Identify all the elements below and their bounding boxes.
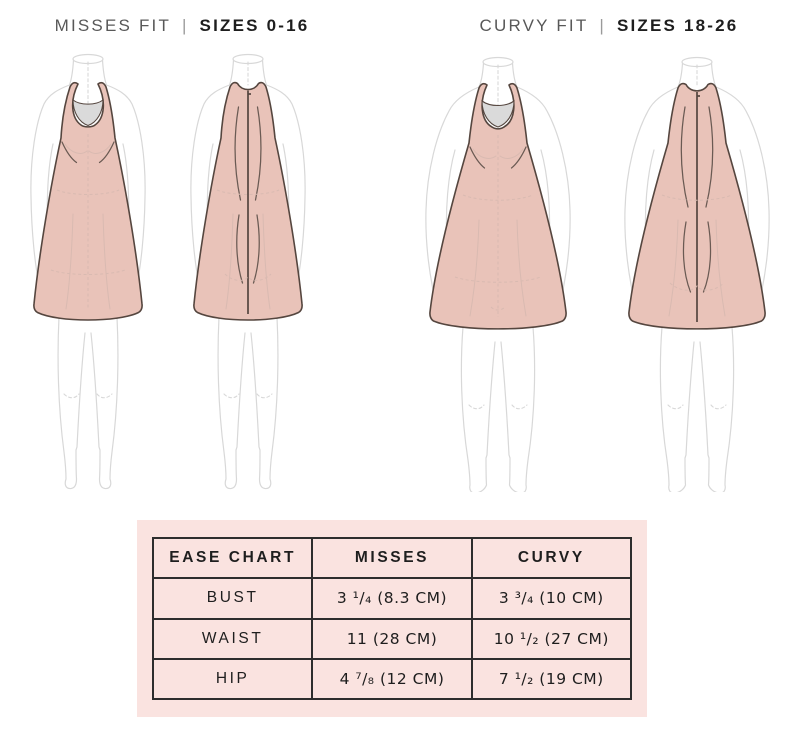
croquis-showthrough-lines (454, 135, 542, 317)
hip-misses-value: 4 ⁷/₈ (12 CM) (311, 657, 473, 701)
table-header-misses: MISSES (311, 536, 473, 580)
bust-misses-value: 3 ¹/₄ (8.3 CM) (311, 577, 473, 620)
curvy-fit-label: CURVY FIT (479, 16, 589, 35)
neckline-cutout (72, 98, 104, 127)
header-separator: | (181, 16, 189, 35)
neckline-cutout (481, 99, 515, 128)
croquis-showthrough-lines (661, 194, 733, 317)
armhole-dart-left (469, 146, 486, 169)
croquis-showthrough-lines (216, 189, 280, 310)
table-row-waist: WAIST 11 (28 CM) 10 ¹/₂ (27 CM) (151, 617, 633, 660)
misses-fit-label: MISSES FIT (54, 16, 172, 35)
back-dart-upper-right (705, 106, 714, 208)
back-dart-lower-right (702, 221, 712, 293)
back-dart-upper-left (680, 106, 689, 208)
back-dart-lower-left (682, 221, 692, 293)
curvy-back-illustration (624, 56, 770, 492)
table-header-curvy: CURVY (470, 536, 633, 580)
misses-back-illustration (190, 53, 306, 490)
dress-front (33, 81, 143, 321)
armhole-dart-right (510, 146, 527, 169)
table-row-bust: BUST 3 ¹/₄ (8.3 CM) 3 ³/₄ (10 CM) (151, 577, 633, 620)
row-label-waist: WAIST (151, 617, 314, 660)
armhole-dart-left (61, 141, 78, 164)
hip-curvy-value: 7 ¹/₂ (19 CM) (470, 657, 633, 701)
misses-sizes-label: SIZES 0-16 (199, 16, 310, 35)
curvy-sizes-label: SIZES 18-26 (616, 16, 739, 35)
back-dart-lower-left (236, 214, 244, 284)
table-header-ease-chart: EASE CHART (151, 536, 314, 580)
back-dart-upper-right (254, 106, 262, 201)
back-dart-lower-right (252, 214, 260, 284)
armhole-dart-right (98, 141, 115, 164)
croquis-showthrough-lines (50, 134, 126, 310)
header-separator: | (599, 16, 606, 35)
row-label-hip: HIP (151, 657, 314, 701)
waist-curvy-value: 10 ¹/₂ (27 CM) (470, 617, 633, 660)
waist-misses-value: 11 (28 CM) (311, 617, 473, 660)
row-label-bust: BUST (151, 577, 314, 620)
dress-back (193, 81, 303, 321)
ease-chart-panel: EASE CHART MISSES CURVY BUST 3 ¹/₄ (8.3 … (137, 520, 647, 717)
dress-body (429, 82, 567, 330)
curvy-fit-header: CURVY FIT | SIZES 18-26 (459, 15, 759, 37)
dress-back (628, 82, 766, 330)
curvy-front-illustration (425, 56, 571, 492)
misses-fit-header: MISSES FIT | SIZES 0-16 (32, 15, 332, 37)
misses-front-illustration (30, 53, 146, 490)
ease-chart-table: EASE CHART MISSES CURVY BUST 3 ¹/₄ (8.3 … (151, 536, 633, 701)
table-header-row: EASE CHART MISSES CURVY (151, 536, 633, 580)
dress-front (429, 82, 567, 330)
back-dart-upper-left (234, 106, 242, 201)
bust-curvy-value: 3 ³/₄ (10 CM) (470, 577, 633, 620)
table-row-hip: HIP 4 ⁷/₈ (12 CM) 7 ¹/₂ (19 CM) (151, 657, 633, 701)
